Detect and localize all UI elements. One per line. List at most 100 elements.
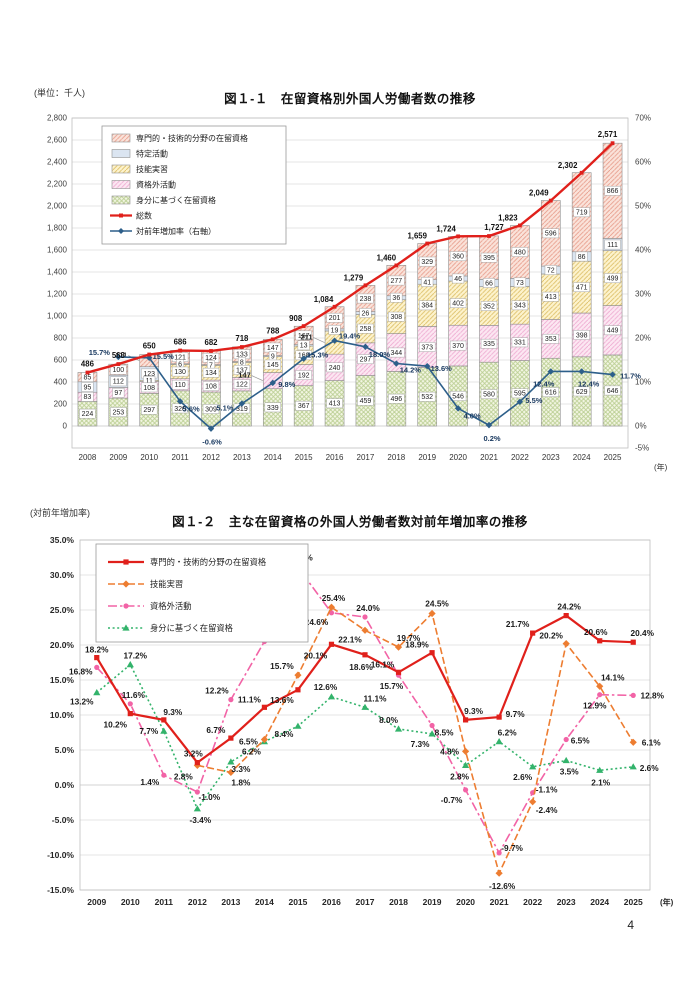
svg-text:4.0%: 4.0% [464,411,481,420]
chart1-title: 図１-１ 在留資格別外国人労働者数の推移 [224,92,476,106]
svg-text:10.0%: 10.0% [50,710,75,720]
svg-text:320: 320 [174,406,186,413]
svg-text:2024: 2024 [590,897,609,907]
svg-text:46: 46 [454,276,462,283]
svg-text:12.4%: 12.4% [578,379,600,388]
svg-text:72: 72 [547,267,555,274]
svg-text:2009: 2009 [109,453,127,462]
svg-text:2018: 2018 [387,453,405,462]
svg-text:650: 650 [143,342,157,351]
svg-text:0: 0 [63,422,68,431]
svg-text:110: 110 [175,382,186,389]
svg-text:1,279: 1,279 [344,273,364,282]
svg-text:身分に基づく在留資格: 身分に基づく在留資格 [150,623,234,633]
svg-text:200: 200 [54,400,68,409]
svg-text:2009: 2009 [87,897,106,907]
svg-text:35.0%: 35.0% [50,535,75,545]
svg-text:30.0%: 30.0% [50,570,75,580]
svg-text:3.3%: 3.3% [231,764,251,774]
svg-text:2015: 2015 [288,897,307,907]
svg-text:258: 258 [360,326,372,333]
svg-text:147: 147 [238,371,251,380]
svg-text:-1.0%: -1.0% [199,792,221,802]
svg-text:15.7%: 15.7% [270,661,294,671]
svg-text:2010: 2010 [121,897,140,907]
svg-text:40%: 40% [635,246,651,255]
svg-text:専門的・技術的分野の在留資格: 専門的・技術的分野の在留資格 [150,557,267,567]
svg-text:17.2%: 17.2% [124,651,148,661]
svg-text:240: 240 [329,365,341,372]
svg-text:12.4%: 12.4% [533,379,555,388]
chart1-unit-label: (単位：千人) [34,88,85,98]
svg-text:25.0%: 25.0% [50,605,75,615]
svg-text:788: 788 [266,326,280,335]
svg-text:21.7%: 21.7% [506,619,530,629]
svg-text:1.4%: 1.4% [140,777,160,787]
svg-text:595: 595 [514,391,526,398]
svg-text:5.5%: 5.5% [525,396,542,405]
svg-text:8: 8 [240,359,244,366]
svg-text:-12.6%: -12.6% [489,881,516,891]
svg-text:2019: 2019 [423,897,442,907]
svg-text:2017: 2017 [356,897,375,907]
svg-text:2016: 2016 [326,453,344,462]
svg-text:124: 124 [205,355,217,362]
svg-text:16.1%: 16.1% [371,659,395,669]
svg-text:9.8%: 9.8% [278,380,295,389]
svg-text:-5.0%: -5.0% [52,815,75,825]
svg-text:-0.6%: -0.6% [202,438,222,447]
svg-text:331: 331 [514,340,526,347]
svg-text:6: 6 [178,361,182,368]
svg-text:11.1%: 11.1% [238,694,262,704]
svg-text:15.0%: 15.0% [50,675,75,685]
svg-text:-5%: -5% [635,444,649,453]
svg-text:352: 352 [483,303,495,310]
svg-text:15.3%: 15.3% [307,351,329,360]
svg-text:2022: 2022 [511,453,529,462]
svg-text:2.6%: 2.6% [640,763,660,773]
svg-text:73: 73 [516,280,524,287]
svg-text:11.6%: 11.6% [122,690,146,700]
svg-text:9.7%: 9.7% [506,709,526,719]
svg-text:2025: 2025 [604,453,622,462]
svg-text:15.7%: 15.7% [380,681,404,691]
svg-text:-9.7%: -9.7% [501,843,523,853]
svg-text:370: 370 [452,343,464,350]
svg-text:2023: 2023 [542,453,560,462]
svg-text:6.2%: 6.2% [242,747,262,757]
svg-text:86: 86 [578,254,586,261]
svg-text:8.5%: 8.5% [435,728,455,738]
svg-text:2013: 2013 [233,453,251,462]
svg-text:343: 343 [514,303,526,310]
svg-text:-1.1%: -1.1% [536,785,558,795]
svg-text:384: 384 [421,303,433,310]
svg-text:616: 616 [545,390,557,397]
svg-text:9.3%: 9.3% [464,706,484,716]
svg-text:2011: 2011 [172,453,190,462]
svg-text:36: 36 [392,295,400,302]
svg-text:8.0%: 8.0% [379,715,399,725]
svg-text:11: 11 [146,378,153,385]
svg-text:2018: 2018 [389,897,408,907]
svg-text:319: 319 [236,406,248,413]
svg-text:1,727: 1,727 [484,223,504,232]
svg-text:108: 108 [143,385,155,392]
svg-text:309: 309 [205,406,217,413]
svg-text:(年): (年) [660,897,674,907]
svg-text:26: 26 [362,310,370,317]
svg-text:2.8%: 2.8% [174,771,194,781]
series-labels: 2.8% 1.8% 6.5% 15.7% 25.4% 22.1% 19.7% 24.5% 4.8… [174,593,661,891]
svg-text:277: 277 [390,278,402,285]
svg-text:身分に基づく在留資格: 身分に基づく在留資格 [136,195,216,205]
svg-text:2.1%: 2.1% [591,777,611,787]
svg-text:3.5%: 3.5% [560,767,580,777]
svg-text:6.7%: 6.7% [206,725,226,735]
svg-text:-10.0%: -10.0% [47,850,74,860]
svg-text:2,800: 2,800 [47,114,68,123]
svg-text:2,200: 2,200 [47,180,68,189]
svg-text:192: 192 [298,372,310,379]
svg-text:1.8%: 1.8% [231,777,251,787]
svg-text:2014: 2014 [264,453,282,462]
svg-text:2021: 2021 [490,897,509,907]
svg-text:2,571: 2,571 [598,130,618,139]
